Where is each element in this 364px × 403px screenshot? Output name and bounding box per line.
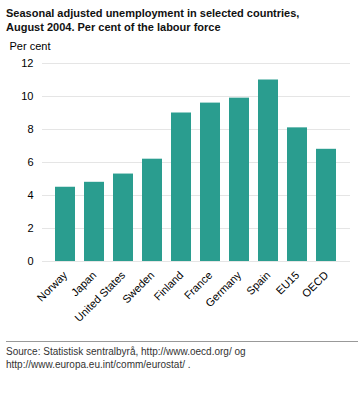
svg-text:OECD: OECD [299, 268, 330, 299]
svg-text:4: 4 [27, 189, 33, 201]
svg-text:0: 0 [27, 255, 33, 267]
svg-text:8: 8 [27, 123, 33, 135]
svg-text:United States: United States [72, 268, 128, 324]
svg-text:Per cent: Per cent [10, 40, 51, 52]
svg-text:France: France [181, 268, 215, 301]
svg-text:Sweden: Sweden [120, 268, 157, 305]
svg-text:Spain: Spain [244, 268, 272, 296]
svg-text:2: 2 [27, 222, 33, 234]
svg-text:12: 12 [21, 57, 33, 69]
svg-text:Germany: Germany [203, 268, 244, 309]
html-text:Source: Statistisk sentralbyrå: Source: Statistisk sentralbyrå, http://w… [6, 345, 246, 371]
svg-text:6: 6 [27, 156, 33, 168]
svg-text:Japan: Japan [68, 268, 99, 298]
svg-text:10: 10 [21, 90, 33, 102]
svg-text:Finland: Finland [151, 268, 185, 302]
html-text:Seasonal adjusted unemployment: Seasonal adjusted unemployment in select… [6, 7, 300, 34]
svg-text:Norway: Norway [35, 268, 70, 303]
svg-text:EU15: EU15 [273, 268, 301, 296]
